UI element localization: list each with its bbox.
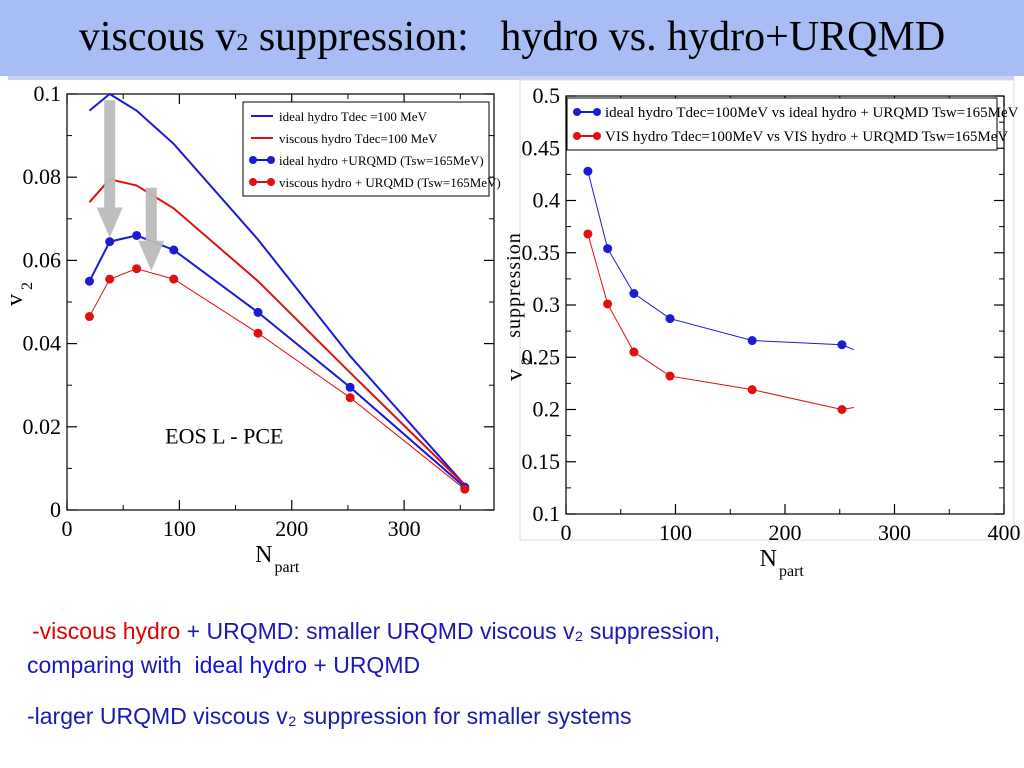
chart-left-series-3-point bbox=[345, 393, 355, 403]
chart-right-series-0-point bbox=[747, 336, 757, 346]
chart-right-series-1-point bbox=[665, 371, 675, 381]
note-line-2: comparing with ideal hydro + URQMD bbox=[27, 650, 420, 680]
chart-right-ytick-label: 0.4 bbox=[533, 188, 561, 213]
chart-left-series-3-point bbox=[169, 274, 179, 284]
chart-left-ytick-label: 0.04 bbox=[23, 331, 62, 356]
chart-right-xtick-label: 400 bbox=[988, 520, 1021, 545]
chart-left-series-3-point bbox=[84, 312, 94, 322]
chart-left-series-2-point bbox=[132, 230, 142, 240]
chart-right-series-0-point bbox=[837, 340, 847, 350]
title-subscript: 2 bbox=[236, 30, 249, 56]
chart-right-ytick-label: 0.15 bbox=[522, 449, 561, 474]
title-bar bbox=[0, 0, 1024, 76]
chart-left-ytick-label: 0.02 bbox=[23, 414, 62, 439]
chart-right-xtick-label: 300 bbox=[878, 520, 911, 545]
chart-left-xlabel-sub: part bbox=[275, 559, 300, 576]
chart-left-legend-box bbox=[242, 101, 490, 197]
note2-rest: + URQMD bbox=[307, 652, 421, 678]
chart-right-background bbox=[519, 79, 1015, 541]
chart-right-legend-marker bbox=[573, 132, 581, 140]
chart-left-xlabel: N bbox=[255, 542, 272, 568]
chart-right-series-1-line bbox=[587, 233, 843, 410]
chart-right-series-1-point bbox=[629, 347, 639, 357]
chart-left-xtick-label: 200 bbox=[275, 516, 308, 541]
chart-right-legend-marker bbox=[573, 108, 581, 116]
chart-right-ytick-label: 0.5 bbox=[533, 83, 561, 108]
chart-left-annotation: EOS L - PCE bbox=[165, 423, 283, 448]
chart-right-ylabel-extra: suppression bbox=[503, 232, 525, 337]
chart-left-series-3-point bbox=[132, 264, 142, 274]
chart-right-ytick-label: 0.1 bbox=[533, 501, 561, 526]
chart-left-ytick-label: 0.06 bbox=[23, 247, 62, 272]
chart-left-series-3-point bbox=[253, 328, 263, 338]
title-part2: suppression: hydro vs. hydro+URQMD bbox=[248, 14, 946, 60]
chart-left-legend-label: viscous hydro + URQMD (Tsw=165MeV) bbox=[279, 175, 501, 190]
chart-right-legend-marker bbox=[593, 108, 601, 116]
chart-left-series-2-point bbox=[253, 307, 263, 317]
chart-left-series-2-point bbox=[105, 237, 115, 247]
note2-blue: ideal hydro bbox=[194, 652, 307, 678]
chart-left-series-2-point bbox=[345, 382, 355, 392]
chart-left-ytick-label: 0 bbox=[50, 497, 61, 522]
note1-lead: - bbox=[32, 618, 40, 644]
chart-right-series-1-point bbox=[747, 385, 757, 395]
chart-right-series-1-point bbox=[837, 405, 847, 414]
note1-rest: + URQMD: smaller URQMD viscous v₂ suppre… bbox=[180, 618, 721, 644]
chart-left-ytick-label: 0.08 bbox=[23, 164, 62, 189]
chart-right-ylabel: v bbox=[502, 369, 528, 381]
chart-left-xtick-label: 300 bbox=[388, 516, 421, 541]
chart-left-xtick-label: 100 bbox=[163, 516, 196, 541]
chart-right-xtick-label: 0 bbox=[561, 520, 572, 545]
chart-left-suppression-arrow bbox=[96, 100, 123, 238]
note-line-3: -larger URQMD viscous v₂ suppression for… bbox=[27, 703, 632, 729]
chart-left-legend-marker bbox=[267, 178, 275, 186]
chart-right-xlabel: N bbox=[760, 546, 777, 572]
chart-right-series-0-point bbox=[583, 166, 593, 176]
chart-left-series-3-point bbox=[105, 274, 115, 284]
note2-lead: comparing with bbox=[27, 652, 195, 678]
chart-right-series-0-line bbox=[587, 171, 842, 346]
chart-right-series-0-point bbox=[629, 289, 639, 299]
chart-right-ytick-label: 0.45 bbox=[522, 135, 561, 160]
chart-right-xlabel-sub: part bbox=[779, 563, 804, 580]
chart-right-series-1-point bbox=[583, 229, 593, 239]
chart-left-legend-marker bbox=[249, 178, 257, 186]
note-line-1: -viscous hydro + URQMD: smaller URQMD vi… bbox=[32, 616, 720, 646]
chart-right-ytick-label: 0.3 bbox=[533, 292, 561, 317]
chart-right-series-0-point bbox=[665, 314, 675, 324]
chart-left-series-0-line bbox=[88, 92, 466, 486]
chart-right-series-1-point bbox=[603, 299, 613, 309]
slide-title: viscous v2 suppression: hydro vs. hydro+… bbox=[0, 12, 1024, 68]
chart-left-series-2-point bbox=[169, 245, 179, 255]
chart-left-suppression-arrow bbox=[138, 187, 165, 271]
chart-left-ylabel: v bbox=[2, 294, 28, 306]
chart-left-legend-marker bbox=[267, 156, 275, 164]
chart-left-legend-label: viscous hydro Tdec=100 MeV bbox=[279, 131, 438, 146]
chart-left-ylabel-sub: 2 bbox=[19, 282, 36, 290]
note1-red: viscous hydro bbox=[39, 618, 181, 644]
title-part1: viscous v bbox=[78, 14, 237, 60]
chart-right-ytick-label: 0.2 bbox=[533, 397, 561, 422]
chart-right-xtick-label: 100 bbox=[659, 520, 692, 545]
chart-right-series-0-point bbox=[603, 244, 613, 254]
chart-left-legend-marker bbox=[249, 156, 257, 164]
title-underline bbox=[8, 76, 1014, 80]
chart-right-legend-marker bbox=[593, 132, 601, 140]
chart-left-series-3-point bbox=[460, 484, 470, 494]
chart-right-legend-box bbox=[566, 97, 998, 151]
chart-right-xtick-label: 200 bbox=[769, 520, 802, 545]
chart-left-series-2-point bbox=[84, 276, 94, 286]
chart-right-legend-label: VIS hydro Tdec=100MeV vs VIS hydro + URQ… bbox=[605, 129, 1008, 145]
chart-left-xtick-label: 0 bbox=[62, 516, 73, 541]
chart-left-series-3-line bbox=[89, 268, 466, 490]
chart-right-legend-label: ideal hydro Tdec=100MeV vs ideal hydro +… bbox=[605, 105, 1019, 121]
chart-left-ytick-label: 0.1 bbox=[34, 81, 62, 106]
chart-left-legend-label: ideal hydro Tdec =100 MeV bbox=[279, 109, 427, 124]
chart-right-ytick-label: 0.35 bbox=[522, 240, 561, 265]
chart-left-series-2-line bbox=[88, 234, 466, 488]
chart-left-legend-label: ideal hydro +URQMD (Tsw=165MeV) bbox=[279, 153, 484, 168]
chart-right-ytick-label: 0.25 bbox=[522, 344, 561, 369]
chart-right-ylabel-sub: 2 bbox=[519, 357, 536, 365]
